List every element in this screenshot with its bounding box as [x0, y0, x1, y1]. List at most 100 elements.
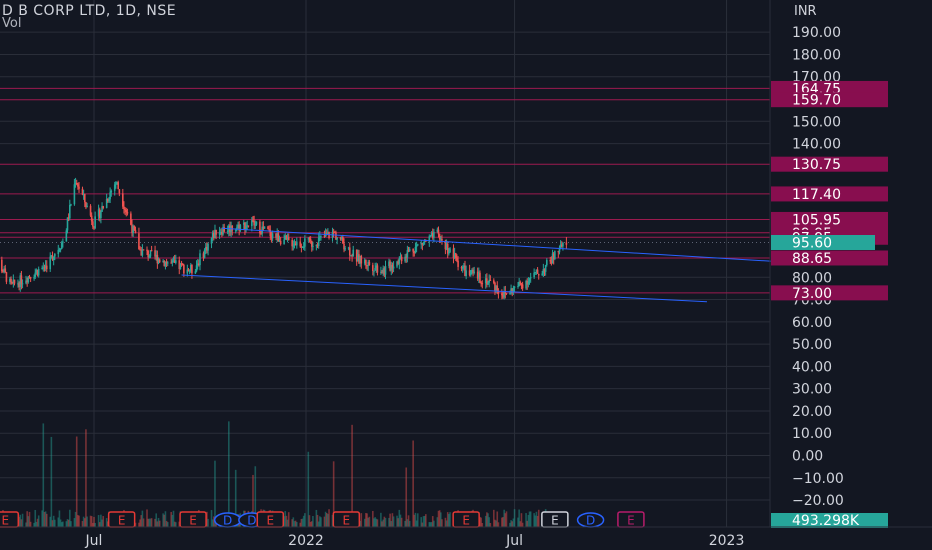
candle-body [238, 224, 240, 231]
level-badge[interactable] [771, 211, 888, 227]
candle-body [116, 182, 118, 184]
candle-body [9, 278, 11, 282]
level-badge[interactable] [771, 250, 888, 266]
candle-body [269, 229, 272, 236]
volume-bar [69, 509, 71, 527]
dividend-marker[interactable]: D [576, 512, 605, 528]
level-badge[interactable] [771, 285, 888, 301]
volume-bar [359, 520, 361, 527]
volume-bar [421, 522, 424, 527]
candle-body [519, 281, 522, 284]
candle-body [66, 217, 69, 231]
volume-bar [49, 516, 52, 527]
volume-bar [60, 522, 63, 527]
volume-bar [408, 520, 411, 527]
candle-body [98, 209, 101, 219]
volume-bar [283, 516, 285, 527]
level-badge[interactable] [771, 80, 888, 96]
earnings-marker[interactable]: E [0, 511, 20, 528]
price-axis[interactable]: INR190.00180.00170.00150.00140.0080.0070… [769, 0, 888, 529]
time-axis[interactable]: Jul 2022 Jul 2023 [0, 526, 932, 549]
candle-body [221, 231, 223, 235]
last-price-badge[interactable] [771, 235, 875, 251]
candle-body [74, 183, 77, 185]
volume-bar [294, 520, 297, 527]
earnings-marker[interactable]: E [179, 511, 207, 528]
volume-bar [420, 517, 423, 527]
volume-bar [252, 474, 254, 527]
level-badge[interactable] [771, 186, 888, 202]
volume-bar [529, 511, 532, 527]
candle-body [324, 233, 327, 237]
candle-body [213, 232, 215, 239]
earnings-marker[interactable]: E [541, 511, 569, 528]
candle-body [307, 238, 310, 240]
volume-bar [82, 516, 85, 527]
volume-bar [433, 520, 435, 527]
volume-bar [57, 517, 60, 527]
candle-body [433, 231, 435, 238]
candle-body [464, 265, 466, 277]
volume-bar [404, 520, 406, 527]
volume-bar [437, 510, 440, 527]
earnings-marker[interactable]: E [256, 511, 285, 528]
volume-bar [171, 514, 174, 527]
candle-body [210, 238, 213, 244]
volume-bar [422, 516, 425, 527]
volume-bar [392, 516, 395, 527]
candle-body [494, 282, 496, 291]
earnings-marker[interactable]: E [107, 511, 136, 528]
volume-bar [328, 509, 330, 527]
earnings-marker[interactable]: E [332, 511, 361, 528]
candle-body [100, 211, 102, 219]
candle-body [245, 226, 247, 230]
volume-bar [59, 519, 62, 527]
candle-body [429, 236, 432, 238]
candle-body [481, 283, 484, 285]
candle-body [204, 246, 207, 250]
candle-body [372, 265, 374, 271]
candle-body [366, 265, 368, 267]
candle-body [405, 256, 408, 258]
candle-body [428, 236, 431, 242]
candle-body [463, 265, 465, 268]
candle-body [373, 270, 375, 272]
candle-body [140, 249, 143, 256]
candle-body [355, 249, 358, 262]
volume-bar [19, 514, 22, 527]
candle-body [504, 291, 507, 294]
volume-bar [37, 515, 40, 527]
volume-bar [94, 522, 96, 527]
earnings-marker[interactable]: E [617, 511, 645, 528]
candle-body [65, 230, 68, 242]
candle-body [270, 235, 273, 239]
volume-bar [513, 509, 516, 527]
y-tick-label: −20.00 [792, 493, 844, 509]
level-badge[interactable] [771, 92, 888, 108]
trendline [221, 227, 779, 263]
level-badge[interactable] [771, 156, 888, 172]
volume-bar [445, 520, 448, 527]
volume-badge[interactable] [771, 513, 888, 528]
volume-bar [399, 514, 402, 527]
volume-bar [175, 522, 177, 527]
volume-bar [449, 512, 451, 527]
volume-bar [25, 522, 27, 527]
marker-label: E [118, 514, 126, 528]
volume-bar [140, 515, 143, 527]
candle-body [496, 285, 499, 291]
candles [1, 177, 568, 300]
candle-body [82, 194, 85, 196]
candle-body [325, 233, 328, 235]
dividend-marker[interactable]: D [213, 512, 242, 528]
volume-bar [324, 511, 327, 527]
earnings-marker[interactable]: E [452, 511, 480, 528]
candle-body [134, 230, 137, 234]
candle-body [211, 232, 214, 239]
candle-body [310, 240, 313, 247]
candle-body [525, 280, 527, 289]
candle-body [92, 221, 94, 227]
candle-body [223, 227, 225, 232]
